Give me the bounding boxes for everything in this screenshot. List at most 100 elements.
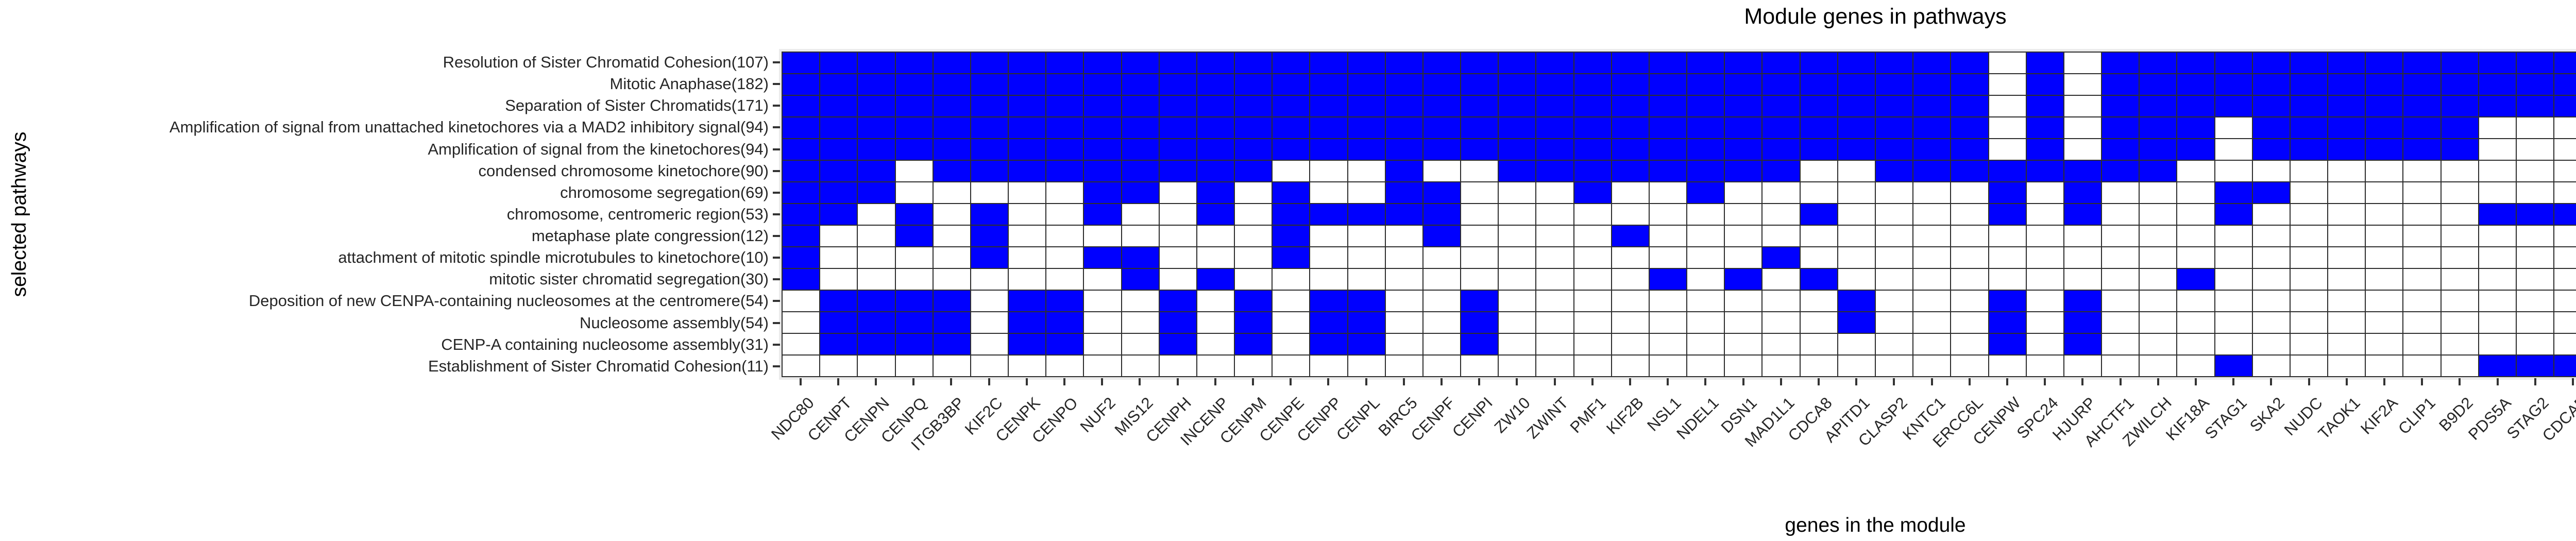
heatmap-cell: [1838, 161, 1875, 181]
heatmap-cell: [1499, 53, 1536, 73]
heatmap-cell: [1385, 269, 1422, 290]
heatmap-cell: [1235, 334, 1272, 354]
heatmap-cell: [2516, 96, 2554, 116]
heatmap-cell: [1762, 74, 1800, 95]
heatmap-cell: [1876, 269, 1913, 290]
heatmap-cell: [1876, 226, 1913, 246]
heatmap-cell: [2516, 117, 2554, 138]
heatmap-cell: [1536, 74, 1573, 95]
heatmap-cell: [1612, 139, 1649, 160]
heatmap-cell: [858, 334, 895, 354]
heatmap-cell: [2215, 117, 2252, 138]
heatmap-cell: [2516, 204, 2554, 225]
heatmap-cell: [1461, 247, 1498, 268]
heatmap-cell: [820, 204, 857, 225]
heatmap-cell: [1122, 182, 1159, 203]
heatmap-cell: [820, 53, 857, 73]
heatmap-cell: [1122, 269, 1159, 290]
heatmap-cell: [1122, 226, 1159, 246]
heatmap-cell: [1989, 269, 2026, 290]
x-tick-mark: [2534, 378, 2536, 385]
heatmap-cell: [2441, 269, 2478, 290]
heatmap-cell: [1273, 334, 1310, 354]
heatmap-cell: [1009, 291, 1046, 311]
heatmap-cell: [1084, 334, 1121, 354]
x-tick-mark: [2006, 378, 2008, 385]
heatmap-cell: [1536, 312, 1573, 333]
heatmap-cell: [1273, 226, 1310, 246]
heatmap-cell: [2177, 356, 2214, 376]
heatmap-cell: [1348, 291, 1385, 311]
heatmap-cell: [1159, 161, 1196, 181]
heatmap-cell: [1273, 74, 1310, 95]
heatmap-cell: [2328, 53, 2365, 73]
heatmap-cell: [2177, 117, 2214, 138]
heatmap-cell: [1725, 356, 1762, 376]
heatmap-cell: [1536, 53, 1573, 73]
heatmap-cell: [2252, 139, 2290, 160]
heatmap-cell: [2403, 312, 2441, 333]
heatmap-cell: [2064, 226, 2102, 246]
heatmap-cell: [1536, 334, 1573, 354]
x-tick-mark: [2308, 378, 2310, 385]
heatmap-cell: [2290, 139, 2328, 160]
heatmap-cell: [1762, 139, 1800, 160]
heatmap-cell: [2064, 139, 2102, 160]
heatmap-cell: [2516, 161, 2554, 181]
heatmap-cell: [2140, 269, 2177, 290]
heatmap-cell: [2252, 204, 2290, 225]
heatmap-cell: [2064, 312, 2102, 333]
heatmap-cell: [2366, 291, 2403, 311]
heatmap-cell: [2441, 139, 2478, 160]
heatmap-cell: [2026, 74, 2063, 95]
x-tick-mark: [1327, 378, 1330, 385]
heatmap-cell: [1499, 182, 1536, 203]
heatmap-cell: [2064, 204, 2102, 225]
heatmap-cell: [2102, 161, 2139, 181]
heatmap-cell: [2328, 74, 2365, 95]
heatmap-cell: [2328, 204, 2365, 225]
heatmap-cell: [1913, 117, 1951, 138]
heatmap-cell: [1310, 117, 1347, 138]
heatmap-cell: [1197, 356, 1234, 376]
heatmap-cell: [1687, 204, 1724, 225]
heatmap-cell: [2177, 226, 2214, 246]
pathway-label: Establishment of Sister Chromatid Cohesi…: [428, 357, 769, 375]
heatmap-cell: [2102, 117, 2139, 138]
heatmap-cell: [1649, 204, 1687, 225]
heatmap-cell: [1536, 356, 1573, 376]
heatmap-cell: [1913, 356, 1951, 376]
pathway-label: mitotic sister chromatid segregation(30): [489, 270, 769, 289]
heatmap-cell: [2516, 139, 2554, 160]
heatmap-cell: [2064, 53, 2102, 73]
heatmap-cell: [2026, 139, 2063, 160]
heatmap-cell: [1423, 204, 1461, 225]
pathway-label: Mitotic Anaphase(182): [609, 75, 769, 93]
heatmap-cell: [2215, 53, 2252, 73]
heatmap-cell: [2516, 312, 2554, 333]
heatmap-cell: [1687, 182, 1724, 203]
heatmap-cell: [2140, 291, 2177, 311]
heatmap-cell: [2403, 182, 2441, 203]
heatmap-cell: [1235, 247, 1272, 268]
heatmap-cell: [1612, 182, 1649, 203]
heatmap-cell: [1762, 247, 1800, 268]
heatmap-cell: [1084, 247, 1121, 268]
heatmap-cell: [1989, 74, 2026, 95]
heatmap-cell: [1876, 139, 1913, 160]
heatmap-cell: [2252, 117, 2290, 138]
heatmap-cell: [1951, 269, 1988, 290]
heatmap-cell: [971, 356, 1008, 376]
heatmap-cell: [1649, 161, 1687, 181]
heatmap-cell: [1574, 356, 1611, 376]
heatmap-cell: [1273, 161, 1310, 181]
heatmap-cell: [2290, 356, 2328, 376]
heatmap-cell: [2026, 291, 2063, 311]
heatmap-cell: [1687, 356, 1724, 376]
heatmap-cell: [1800, 161, 1837, 181]
heatmap-cell: [1046, 356, 1083, 376]
heatmap-cell: [1461, 226, 1498, 246]
heatmap-cell: [1159, 247, 1196, 268]
heatmap-cell: [858, 117, 895, 138]
x-tick-mark: [1667, 378, 1669, 385]
